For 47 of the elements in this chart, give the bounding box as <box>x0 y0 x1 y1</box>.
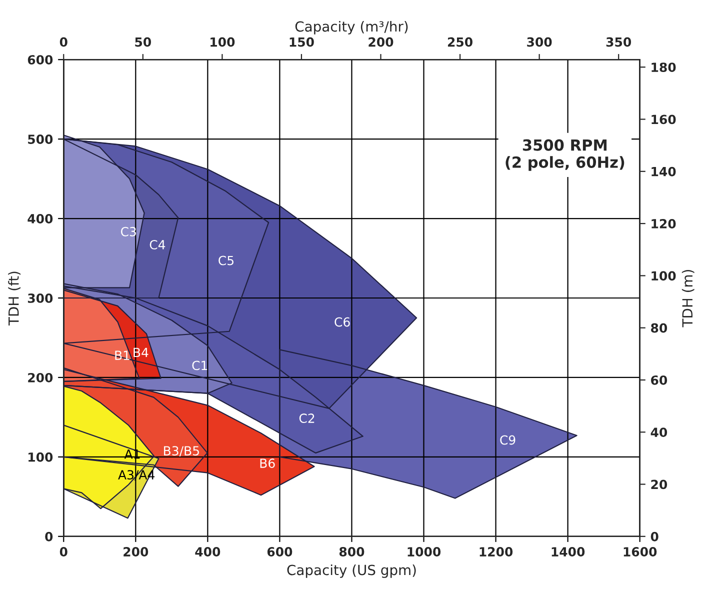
y-tick-label: 200 <box>28 372 53 382</box>
x-tick-label: 1000 <box>408 547 441 556</box>
y2-tick-label: 40 <box>650 428 668 438</box>
y2-tick-label: 80 <box>651 323 668 333</box>
x-tick-label: 1200 <box>480 547 513 556</box>
series-label: C6 <box>334 317 350 327</box>
y2-tick-label: 20 <box>651 480 668 490</box>
y2-tick-label: 160 <box>652 114 676 124</box>
y2-tick-label: 0 <box>650 532 658 542</box>
x-axis-title: Capacity (US gpm) <box>287 564 416 578</box>
y-tick-label: 0 <box>45 532 53 542</box>
y-tick-label: 500 <box>28 134 53 144</box>
x2-tick-label: 250 <box>448 37 472 47</box>
x-tick-label: 0 <box>60 547 68 556</box>
y2-axis-title: TDH (m) <box>682 270 694 328</box>
x2-tick-label: 50 <box>135 37 152 47</box>
x-tick-label: 1600 <box>624 547 657 556</box>
y-tick-label: 100 <box>28 452 53 462</box>
y2-tick-label: 180 <box>652 62 676 72</box>
y-tick-label: 400 <box>28 214 53 224</box>
y2-tick-label: 120 <box>652 219 676 228</box>
y2-tick-label: 60 <box>651 375 668 385</box>
x2-tick-label: 200 <box>368 37 394 47</box>
series-label: C9 <box>500 435 516 445</box>
x-tick-label: 800 <box>339 547 364 556</box>
x2-tick-label: 300 <box>527 37 552 47</box>
annotation: 3500 RPM (2 pole, 60Hz) <box>506 139 624 171</box>
y-axis-title: TDH (ft) <box>8 272 21 326</box>
series-label: C1 <box>192 360 208 370</box>
x2-axis-title: Capacity (m³/hr) <box>295 20 408 34</box>
x-tick-label: 200 <box>124 547 148 556</box>
series-label: C5 <box>218 256 234 266</box>
series-label: C2 <box>299 414 314 424</box>
y2-tick-label: 140 <box>652 166 676 176</box>
x-tick-label: 1400 <box>552 547 585 556</box>
x2-tick-label: 150 <box>290 37 314 47</box>
y2-tick-label: 100 <box>652 271 676 281</box>
x-tick-label: 600 <box>267 547 292 556</box>
x2-tick-label: 0 <box>60 37 68 47</box>
series-label: B3/B5 <box>164 446 199 457</box>
y-tick-label: 600 <box>28 55 53 65</box>
x-tick-label: 400 <box>195 547 220 556</box>
y-tick-label: 300 <box>28 293 53 303</box>
x2-tick-label: 350 <box>606 37 632 47</box>
x2-tick-label: 100 <box>210 37 235 47</box>
series-label: C4 <box>150 240 166 250</box>
series-label: B6 <box>260 458 275 468</box>
